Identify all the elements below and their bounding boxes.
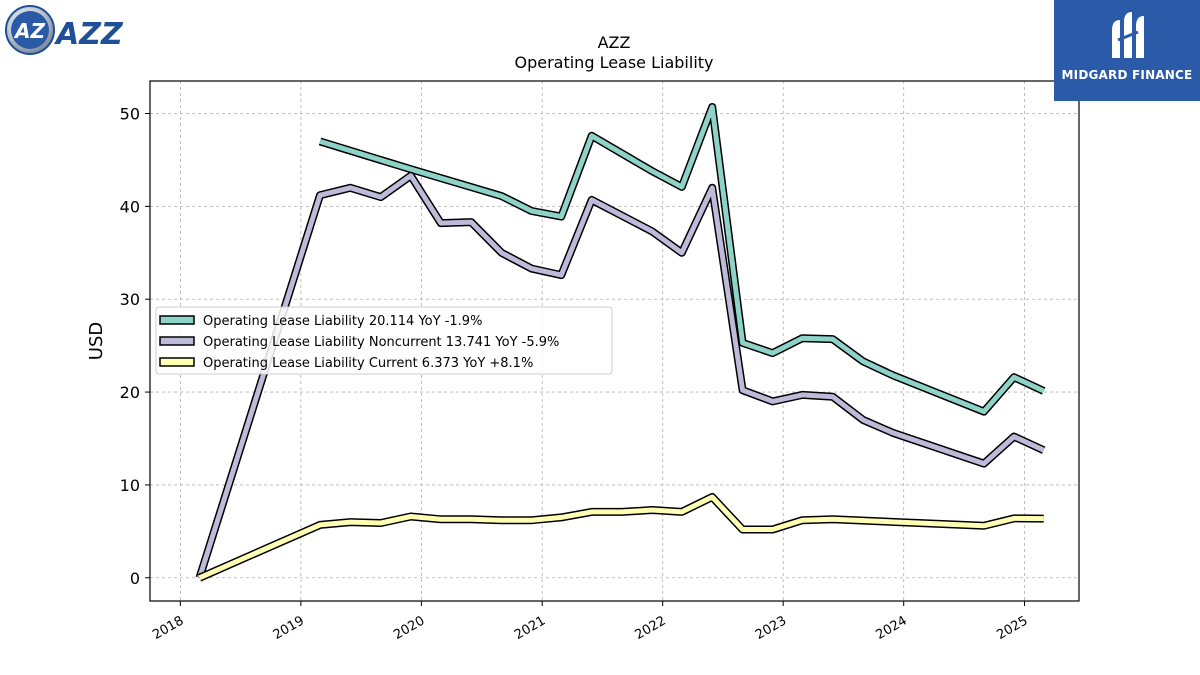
legend-label-0: Operating Lease Liability 20.114 YoY -1.… (203, 314, 482, 329)
legend-swatch-0 (159, 315, 195, 325)
y-tick-label: 20 (120, 383, 140, 402)
series-outline-1 (195, 171, 1046, 580)
y-tick-label: 30 (120, 290, 140, 309)
y-axis-label: USD (86, 322, 107, 360)
legend-label-2: Operating Lease Liability Current 6.373 … (203, 356, 533, 371)
legend: Operating Lease Liability 20.114 YoY -1.… (155, 306, 613, 375)
x-tick-label: 2025 (994, 613, 1030, 643)
azz-badge-text: AZ (13, 19, 45, 43)
midgard-finance-logo: MIDGARD FINANCE (1054, 0, 1200, 101)
y-tick-label: 10 (120, 476, 140, 495)
series-line-1 (197, 173, 1045, 579)
x-tick-label: 2020 (391, 613, 427, 643)
legend-box (155, 306, 613, 375)
legend-swatch-2 (159, 357, 195, 367)
y-tick-label: 50 (120, 105, 140, 124)
series-outline-2 (197, 493, 1044, 582)
series-lines (195, 103, 1046, 582)
series-line-0 (319, 104, 1045, 415)
chart-subtitle: Operating Lease Liability (514, 53, 713, 72)
midgard-emblem-icon (1112, 12, 1144, 58)
y-tick-label: 0 (130, 569, 140, 588)
azz-wordmark: AZZ (54, 17, 124, 52)
midgard-finance-wordmark: MIDGARD FINANCE (1061, 68, 1193, 82)
plot-frame (149, 80, 1080, 602)
x-tick-label: 2022 (633, 613, 669, 643)
chart-title: AZZ (598, 33, 631, 52)
x-tick-label: 2019 (271, 613, 307, 643)
legend-swatch-1 (159, 336, 195, 346)
series-line-2 (198, 494, 1044, 581)
x-tick-label: 2018 (150, 613, 186, 643)
y-tick-label: 40 (120, 197, 140, 216)
x-tick-label: 2024 (874, 613, 910, 643)
x-tick-label: 2021 (512, 613, 548, 643)
x-tick-label: 2023 (753, 613, 789, 643)
azz-logo: AZ AZZ (5, 5, 124, 55)
legend-label-1: Operating Lease Liability Noncurrent 13.… (203, 335, 559, 350)
